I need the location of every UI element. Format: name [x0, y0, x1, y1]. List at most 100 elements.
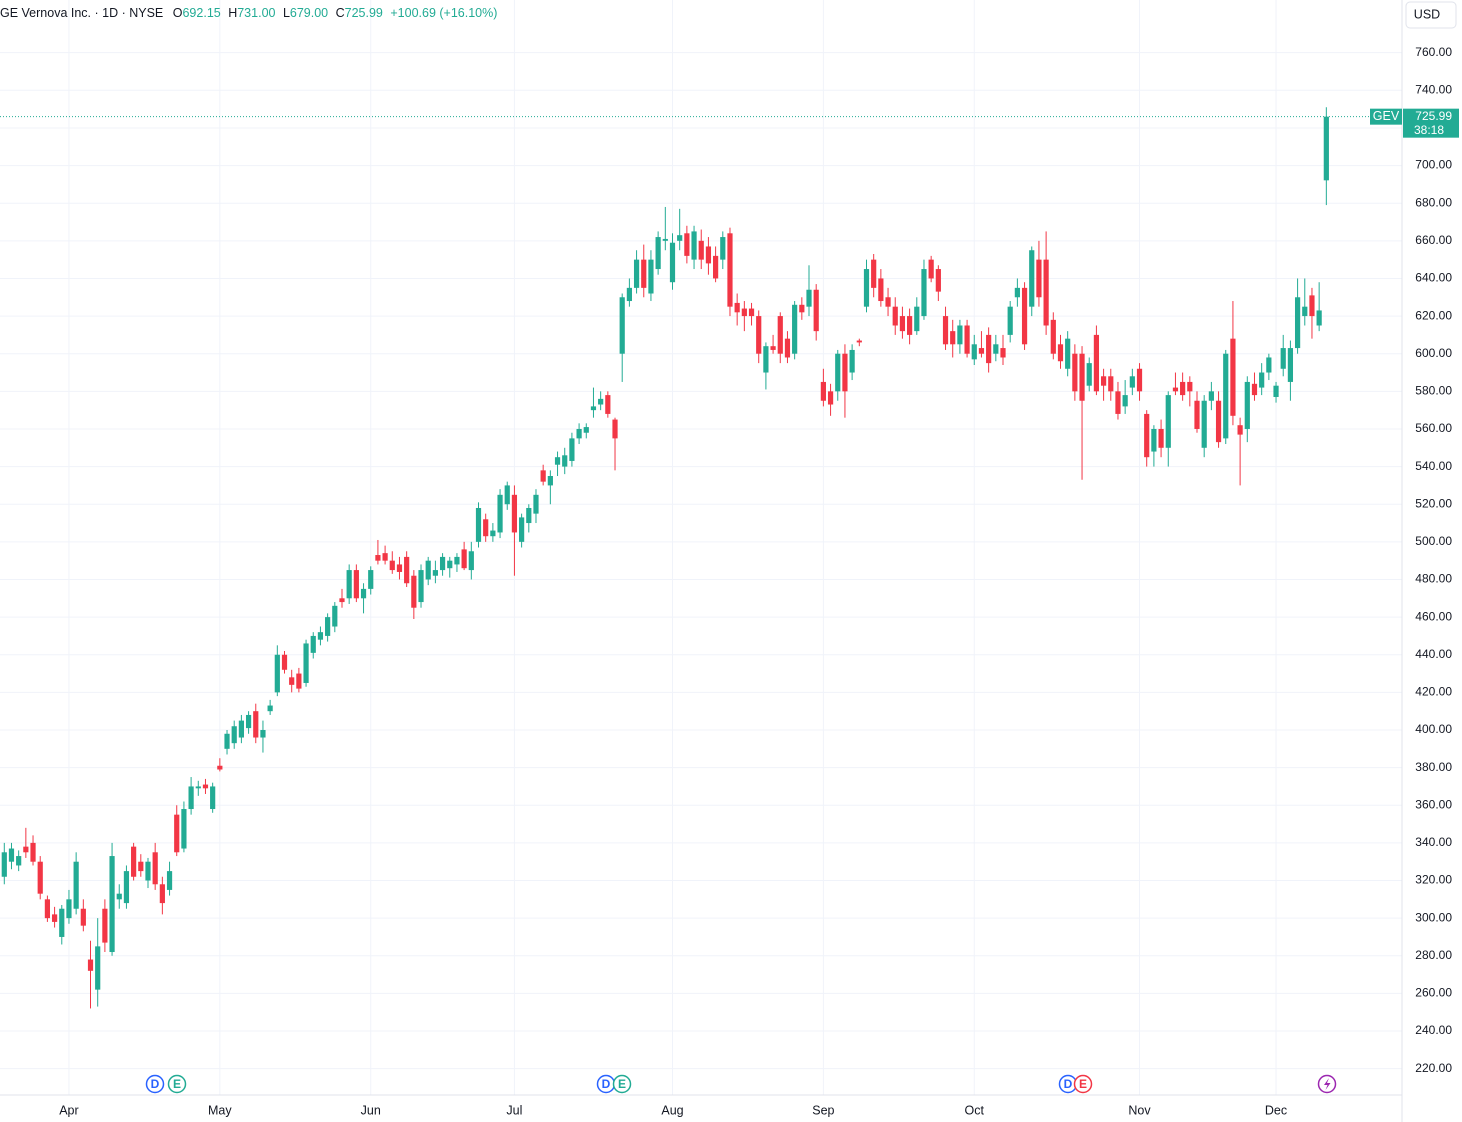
- candle-body: [504, 485, 510, 505]
- candle-body: [641, 259, 647, 288]
- currency-label[interactable]: USD: [1414, 7, 1440, 21]
- event-marker[interactable]: [167, 1074, 187, 1094]
- candle-body: [432, 570, 438, 576]
- candle-body: [792, 304, 798, 354]
- candle-body: [231, 726, 237, 744]
- candle-body: [655, 237, 661, 270]
- candle-body: [1136, 368, 1143, 392]
- candle-body: [554, 457, 561, 465]
- event-marker-label[interactable]: E: [173, 1077, 181, 1091]
- candle-body: [1187, 381, 1193, 392]
- candle-body: [806, 289, 812, 307]
- event-marker-label[interactable]: E: [618, 1077, 626, 1091]
- y-tick-label: 740.00: [1415, 82, 1452, 96]
- y-tick-label: 600.00: [1415, 346, 1452, 360]
- candle-body: [1259, 372, 1265, 388]
- candle-body: [152, 852, 158, 885]
- event-marker-label[interactable]: D: [151, 1077, 160, 1091]
- candle-body: [511, 494, 518, 533]
- candle-body: [404, 556, 410, 584]
- candle-body: [1237, 425, 1243, 435]
- symbol-title: GE Vernova Inc. · 1D · NYSE: [0, 6, 163, 20]
- x-tick-label: Apr: [59, 1103, 78, 1117]
- candle-body: [993, 344, 999, 354]
- candle-body: [705, 246, 712, 264]
- event-marker[interactable]: [145, 1074, 165, 1094]
- candle-body: [1000, 348, 1006, 358]
- candle-body: [95, 946, 101, 990]
- candle-body: [971, 344, 977, 360]
- candle-body: [1165, 395, 1171, 448]
- y-tick-label: 680.00: [1415, 195, 1452, 209]
- candle-body: [1287, 348, 1294, 382]
- candle-body: [1014, 287, 1020, 298]
- candle-body: [109, 856, 115, 953]
- candle-body: [856, 340, 862, 343]
- candle-body: [447, 560, 453, 569]
- y-tick-label: 300.00: [1415, 910, 1452, 924]
- candles: [0, 107, 1402, 1009]
- candle-body: [1208, 391, 1214, 401]
- candle-body: [950, 331, 956, 345]
- x-tick-label: Aug: [661, 1103, 683, 1117]
- candle-body: [1036, 259, 1042, 298]
- candle-body: [210, 786, 216, 810]
- candle-body: [1043, 259, 1049, 326]
- event-marker[interactable]: [612, 1074, 632, 1094]
- y-tick-label: 280.00: [1415, 948, 1452, 962]
- y-tick-label: 460.00: [1415, 609, 1452, 623]
- candle-body: [691, 231, 697, 260]
- candle-body: [8, 848, 15, 862]
- y-tick-label: 220.00: [1415, 1061, 1452, 1075]
- y-tick-label: 500.00: [1415, 534, 1452, 548]
- candle-body: [281, 654, 288, 670]
- event-marker-label[interactable]: D: [1064, 1077, 1073, 1091]
- event-marker-label[interactable]: E: [1079, 1077, 1087, 1091]
- candle-body: [382, 553, 388, 561]
- candle-body: [899, 316, 906, 332]
- candle-body: [519, 517, 525, 542]
- price-label-symbol: GEV: [1373, 109, 1400, 123]
- candle-body: [332, 605, 338, 627]
- candle-body: [813, 289, 819, 332]
- candle-body: [202, 784, 209, 789]
- candle-body: [73, 861, 79, 909]
- y-tick-label: 640.00: [1415, 271, 1452, 285]
- candle-body: [454, 556, 460, 565]
- candle-body: [181, 809, 187, 849]
- x-tick-label: Sep: [812, 1103, 834, 1117]
- candle-body: [619, 297, 625, 354]
- event-marker[interactable]: [1073, 1074, 1093, 1094]
- candle-body: [310, 635, 316, 653]
- y-tick-label: 660.00: [1415, 233, 1452, 247]
- candle-body: [37, 861, 43, 894]
- currency-button[interactable]: [1405, 1, 1457, 29]
- candle-body: [1266, 357, 1272, 373]
- candle-body: [612, 419, 618, 439]
- candle-body: [188, 786, 194, 810]
- candle-body: [698, 240, 704, 260]
- candle-body: [1230, 338, 1236, 416]
- candle-body: [439, 556, 446, 571]
- candle-body: [799, 304, 805, 313]
- candle-body: [849, 349, 855, 373]
- candle-body: [1093, 334, 1100, 392]
- candle-body: [842, 353, 848, 392]
- candle-body: [303, 643, 309, 683]
- candle-body: [892, 306, 898, 326]
- candle-body: [1251, 383, 1258, 396]
- candle-body: [827, 391, 834, 405]
- legend-value: 692.15: [182, 6, 220, 20]
- candle-body: [23, 846, 29, 853]
- candle-body: [1244, 381, 1250, 429]
- candle-body: [935, 269, 941, 292]
- candle-body: [59, 908, 65, 937]
- y-tick-label: 260.00: [1415, 986, 1452, 1000]
- candle-body: [80, 908, 86, 926]
- legend-label: H: [228, 6, 237, 20]
- price-label-countdown: 38:18: [1414, 123, 1444, 137]
- candle-body: [669, 242, 676, 283]
- candle-body: [44, 899, 51, 919]
- event-marker-label[interactable]: D: [602, 1077, 611, 1091]
